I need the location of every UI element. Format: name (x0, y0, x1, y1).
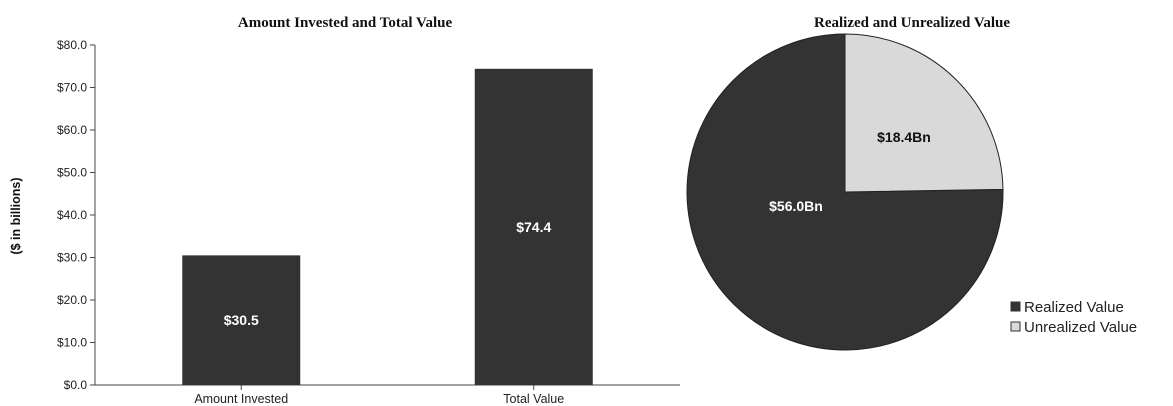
legend-swatch (1010, 321, 1021, 332)
bar-data-label: $74.4 (516, 219, 551, 235)
y-tick-label: $10.0 (57, 336, 87, 350)
x-category-label: Total Value (503, 392, 564, 406)
legend-swatch (1010, 301, 1021, 312)
bar-chart-title: Amount Invested and Total Value (238, 15, 453, 31)
y-axis-label: ($ in billions) (9, 177, 23, 254)
y-tick-label: $60.0 (57, 123, 87, 137)
pie-legend: Realized Value Unrealized Value (1010, 299, 1137, 336)
y-tick-label: $0.0 (64, 378, 88, 392)
pie-chart: Realized and Unrealized Value $56.0Bn $18… (686, 15, 1137, 351)
pie-slices: $56.0Bn $18.4Bn (686, 33, 1004, 351)
y-tick-label: $20.0 (57, 293, 87, 307)
bars: $30.5 Amount Invested $74.4 Total Value (182, 68, 593, 406)
pie-chart-title: Realized and Unrealized Value (814, 15, 1010, 31)
bar (474, 68, 593, 386)
y-tick-label: $40.0 (57, 208, 87, 222)
pie-slice (844, 33, 1004, 193)
bar-chart: Amount Invested and Total Value ($ in bi… (9, 15, 680, 406)
legend-label: Unrealized Value (1024, 319, 1137, 336)
y-axis-ticks: $0.0 $10.0 $20.0 $30.0 $40.0 $50.0 $60.0 $70.0 $… (57, 38, 95, 392)
legend-label: Realized Value (1024, 299, 1124, 316)
y-tick-label: $50.0 (57, 166, 87, 180)
y-tick-label: $80.0 (57, 38, 87, 52)
x-category-label: Amount Invested (194, 392, 288, 406)
bar (182, 255, 301, 385)
bar-data-label: $30.5 (224, 312, 259, 328)
pie-data-label: $56.0Bn (769, 198, 823, 214)
y-tick-label: $30.0 (57, 251, 87, 265)
y-tick-label: $70.0 (57, 81, 87, 95)
pie-data-label: $18.4Bn (877, 129, 931, 145)
